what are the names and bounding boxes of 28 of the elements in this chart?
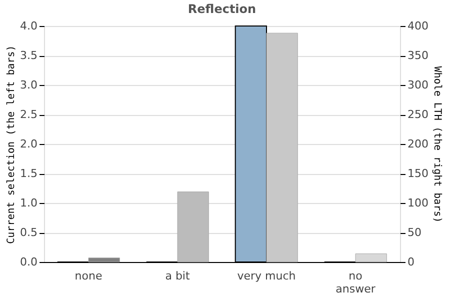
- y2-tick-label: 300: [408, 78, 428, 92]
- chart-title: Reflection: [188, 2, 256, 16]
- y-axis-title: Current selection (the left bars): [6, 45, 18, 244]
- y2-tick-label: 0: [408, 256, 414, 268]
- x-tick-label: no answer: [336, 270, 376, 296]
- x-tick-label: very much: [237, 270, 296, 282]
- y2-tick-label: 350: [408, 49, 428, 62]
- x-tick-label: none: [74, 270, 102, 282]
- y2-axis-title: Whole LTH (the right bars): [431, 66, 442, 223]
- bar: [355, 253, 387, 262]
- y2-tick-label: 150: [408, 167, 428, 180]
- y-tick-label: 1.0: [20, 196, 38, 210]
- y-tick-label: 1.5: [20, 167, 38, 180]
- y2-tick-label: 200: [408, 138, 428, 150]
- y2-tick-label: 250: [408, 108, 428, 121]
- y2-tick-label: 400: [408, 20, 428, 32]
- y-tick-label: 2.5: [20, 108, 38, 121]
- y-tick-label: 4.0: [20, 20, 38, 32]
- y-tick-label: 3.0: [20, 78, 38, 92]
- y2-tick-label: 50: [408, 226, 422, 239]
- y-tick-label: 0.0: [20, 256, 38, 268]
- y-tick-label: 3.5: [20, 49, 38, 62]
- bar: [177, 192, 209, 262]
- bar: [88, 258, 120, 262]
- y-tick-label: 2.0: [20, 138, 38, 150]
- x-tick-label: a bit: [165, 270, 190, 282]
- y2-tick-label: 100: [408, 196, 428, 210]
- y-tick-label: 0.5: [20, 226, 38, 239]
